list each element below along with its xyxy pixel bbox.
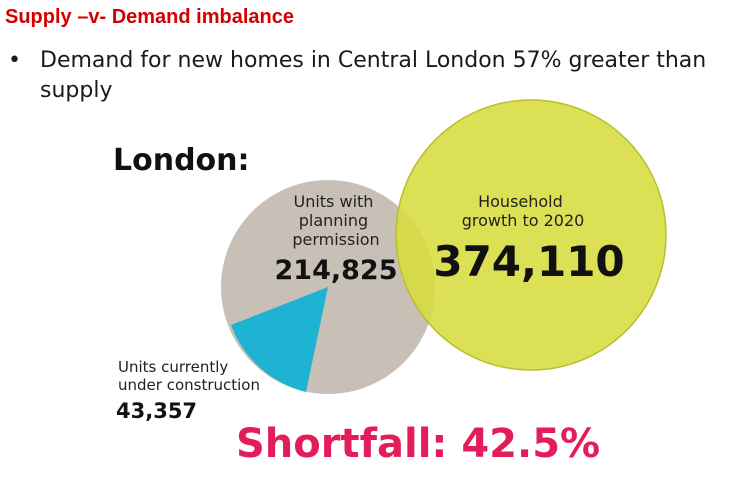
household-label: Household growth to 2020 — [462, 192, 585, 230]
construction-label-line: Units currently — [118, 358, 228, 376]
planning-label-line: Units with — [293, 192, 373, 211]
shortfall-text: Shortfall: 42.5% — [236, 421, 600, 467]
planning-value: 214,825 — [275, 255, 398, 286]
planning-label-line: permission — [292, 230, 379, 249]
slide-title: Supply –v- Demand imbalance — [5, 6, 294, 28]
construction-value: 43,357 — [116, 399, 197, 423]
construction-label-line: under construction — [118, 376, 260, 394]
household-label-line: growth to 2020 — [462, 211, 585, 230]
bullet-marker: • — [8, 48, 21, 73]
household-label-line: Household — [478, 192, 563, 211]
household-value: 374,110 — [433, 237, 624, 286]
construction-label: Units currently under construction — [118, 358, 260, 394]
bullet-point: • Demand for new homes in Central London… — [8, 46, 728, 106]
bullet-text: Demand for new homes in Central London 5… — [40, 48, 707, 103]
household-growth-circle — [395, 99, 667, 371]
planning-label: Units with planning permission — [292, 192, 379, 249]
diagram-heading: London: — [113, 143, 250, 178]
under-construction-slice — [231, 287, 328, 392]
planning-label-line: planning — [299, 211, 368, 230]
